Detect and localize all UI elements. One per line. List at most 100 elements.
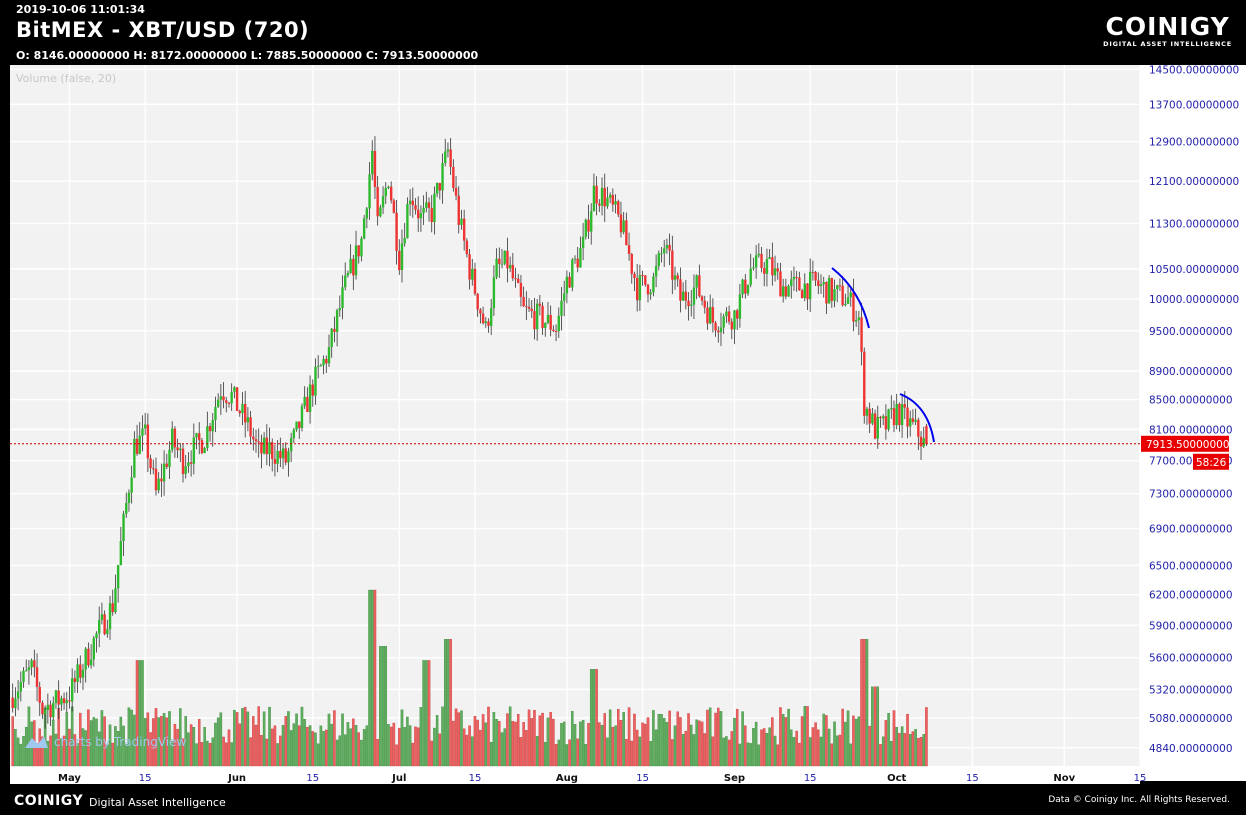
candle-body [625, 220, 628, 246]
candle-body [914, 419, 917, 422]
candle-body [46, 704, 50, 710]
candle-body [792, 276, 796, 280]
candle-body [817, 280, 820, 287]
volume-bar [803, 706, 807, 767]
x-tick-label: Aug [556, 773, 578, 784]
volume-bar [892, 710, 896, 767]
y-tick-label: 8100.00000000 [1149, 424, 1233, 436]
volume-bar [479, 729, 482, 767]
candle-body [562, 293, 566, 301]
candle-body [119, 540, 123, 566]
volume-bar [790, 729, 793, 767]
candle-body [341, 287, 344, 309]
candle-body [590, 211, 593, 232]
volume-bar [706, 709, 709, 767]
tradingview-icon [25, 736, 48, 748]
footer-tagline: Digital Asset Intelligence [89, 796, 226, 809]
y-tick-label: 6200.00000000 [1149, 590, 1233, 602]
volume-bar [595, 669, 598, 767]
volume-bar [260, 735, 263, 767]
volume-bar [438, 733, 442, 767]
volume-bar [416, 727, 420, 767]
volume-bar [157, 717, 160, 767]
candle-body [684, 291, 688, 301]
candle-body [738, 294, 742, 319]
x-tick-label: Nov [1053, 773, 1075, 784]
logo-name: COINIGY [1105, 12, 1230, 41]
volume-bar [608, 709, 612, 767]
candle-body [187, 462, 190, 467]
candle-body [360, 238, 363, 257]
candle-body [603, 187, 606, 207]
volume-bar [857, 716, 861, 767]
candle-body [87, 648, 90, 666]
candle-body [511, 264, 515, 279]
candle-body [303, 396, 306, 407]
candle-body [495, 258, 498, 278]
volume-bar [554, 744, 558, 767]
volume-bar [322, 730, 325, 767]
volume-bar [127, 707, 131, 767]
volume-bar [311, 731, 315, 767]
candle-body [617, 201, 620, 215]
volume-bar [295, 713, 298, 767]
volume-bar [762, 728, 766, 767]
volume-bar [360, 739, 363, 767]
volume-bar [633, 713, 636, 767]
volume-bar [668, 710, 671, 767]
volume-bar [746, 742, 750, 767]
candle-body [176, 447, 179, 451]
x-tick-label: Jun [227, 773, 246, 784]
candle-body [549, 314, 552, 330]
volume-bar [124, 744, 128, 767]
candle-body [452, 166, 455, 188]
volume-bar [654, 729, 658, 767]
volume-bar [846, 710, 850, 767]
x-tick-label: 15 [306, 773, 319, 784]
candle-body [649, 292, 652, 295]
candle-body [357, 245, 360, 257]
candle-body [398, 250, 401, 271]
volume-bar [192, 727, 196, 767]
candle-body [111, 603, 114, 613]
volume-bar [181, 738, 185, 767]
candle-body [898, 403, 901, 426]
candle-body [92, 638, 96, 660]
candle-body [65, 700, 68, 704]
candle-body [162, 463, 166, 482]
candle-body [252, 436, 255, 440]
candle-body [154, 468, 158, 491]
candle-body [462, 218, 466, 241]
candle-body [476, 293, 479, 310]
candle-body [757, 253, 761, 256]
candle-body [811, 271, 815, 273]
volume-bar [917, 738, 920, 767]
volume-bar [727, 739, 731, 767]
volume-bar [511, 721, 515, 767]
price-axis [1140, 65, 1246, 781]
candle-body [876, 416, 879, 439]
volume-bar [303, 719, 306, 767]
volume-bar [879, 744, 882, 767]
candle-body [395, 212, 398, 251]
volume-bar [695, 719, 698, 767]
volume-bar [146, 712, 150, 767]
candle-body [700, 296, 704, 301]
candle-body [533, 311, 536, 330]
y-tick-label: 12100.00000000 [1149, 176, 1239, 188]
volume-bar [354, 725, 358, 767]
candle-body [276, 450, 279, 464]
countdown-tag [1193, 453, 1229, 470]
candle-body [417, 209, 420, 219]
volume-bar [754, 721, 758, 767]
volume-bar [781, 713, 785, 767]
volume-bar [373, 589, 377, 767]
volume-bar [679, 717, 682, 767]
candle-body [806, 283, 809, 300]
volume-bar [660, 714, 663, 767]
volume-bar [765, 732, 769, 767]
y-tick-label: 8500.00000000 [1149, 395, 1233, 407]
candle-body [852, 292, 855, 322]
volume-bar [76, 743, 79, 767]
